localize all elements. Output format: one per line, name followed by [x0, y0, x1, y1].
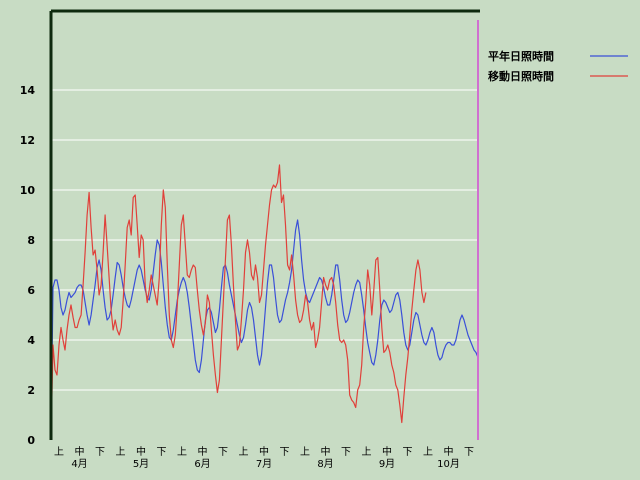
y-tick-label: 4 — [27, 334, 35, 347]
x-subperiod-label: 中 — [444, 445, 454, 458]
x-month-label: 4月 — [71, 458, 87, 470]
x-axis: 上中下4月上中下5月上中下6月上中下7月上中下8月上中下9月上中下10月 — [54, 445, 474, 470]
y-tick-label: 8 — [27, 234, 35, 247]
x-subperiod-label: 中 — [259, 445, 269, 458]
x-subperiod-label: 上 — [116, 446, 126, 458]
x-subperiod-label: 上 — [239, 446, 249, 458]
x-month-label: 9月 — [379, 458, 395, 470]
y-tick-label: 10 — [20, 184, 36, 197]
x-subperiod-label: 下 — [157, 447, 167, 458]
y-tick-label: 0 — [27, 434, 35, 447]
x-subperiod-label: 下 — [95, 447, 105, 458]
x-subperiod-label: 下 — [341, 447, 351, 458]
x-month-label: 8月 — [317, 458, 333, 470]
x-subperiod-label: 上 — [177, 446, 187, 458]
x-subperiod-label: 下 — [280, 447, 290, 458]
x-month-label: 5月 — [133, 458, 149, 470]
x-subperiod-label: 中 — [75, 445, 85, 458]
x-subperiod-label: 上 — [362, 446, 372, 458]
x-month-label: 7月 — [256, 458, 272, 470]
y-tick-label: 14 — [20, 84, 36, 97]
x-month-label: 6月 — [194, 458, 210, 470]
x-subperiod-label: 中 — [321, 445, 331, 458]
x-subperiod-label: 下 — [218, 447, 228, 458]
grid-lines — [51, 89, 478, 391]
legend-label-moving: 移動日照時間 — [488, 69, 554, 83]
x-subperiod-label: 中 — [136, 445, 146, 458]
x-subperiod-label: 上 — [423, 446, 433, 458]
legend-label-normal: 平年日照時間 — [488, 49, 554, 63]
x-month-label: 10月 — [437, 458, 460, 470]
series-line-normal — [50, 219, 479, 441]
x-subperiod-label: 上 — [54, 446, 64, 458]
x-subperiod-label: 中 — [198, 445, 208, 458]
y-tick-label: 2 — [27, 384, 35, 397]
legend: 平年日照時間 移動日照時間 — [488, 49, 628, 83]
x-subperiod-label: 中 — [382, 445, 392, 458]
x-subperiod-label: 上 — [300, 446, 310, 458]
x-subperiod-label: 下 — [403, 447, 413, 458]
y-axis: 0 2 4 6 8 10 12 14 — [20, 84, 36, 447]
series-lines — [50, 164, 479, 441]
x-subperiod-label: 下 — [464, 447, 474, 458]
plot-area — [51, 12, 480, 440]
y-tick-label: 12 — [20, 134, 35, 147]
series-line-moving — [50, 164, 427, 441]
y-tick-label: 6 — [27, 284, 35, 297]
